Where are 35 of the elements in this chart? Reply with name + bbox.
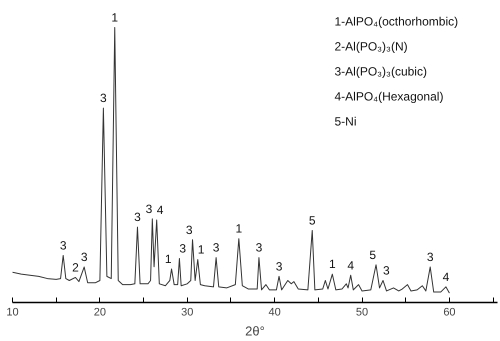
annotation: 1-AlPO₄(octhorhombic) [334, 14, 458, 28]
annotation: 4 [442, 270, 450, 284]
annotation: 3 [256, 240, 263, 255]
annotation: 3 [212, 240, 220, 255]
annotation: 2-Al(PO₃)₃(N) [334, 40, 408, 54]
annotation: 2 [72, 260, 80, 274]
annotation: 3 [179, 242, 186, 256]
annotation: 3 [186, 222, 193, 237]
x-tick-label: 30 [181, 306, 194, 318]
annotation: 1 [329, 257, 336, 272]
x-tick-label: 50 [356, 306, 368, 318]
annotation: 3 [146, 202, 153, 216]
x-tick-label: 10 [6, 306, 19, 318]
annotation: 5 [308, 213, 316, 228]
annotation: 4 [347, 258, 354, 272]
annotation: 3 [80, 250, 88, 264]
annotation: 3-Al(PO₃)₃(cubic) [334, 64, 427, 78]
annotation: 3 [134, 210, 142, 224]
x-tick-label: 20 [94, 306, 106, 318]
annotation: 3 [100, 91, 108, 106]
x-axis-title: 2θ° [245, 324, 265, 338]
annotation: 3 [276, 259, 283, 274]
annotation: 3 [426, 250, 434, 264]
annotation: 1 [111, 10, 118, 24]
annotation: 3 [383, 264, 390, 278]
x-tick-label: 60 [443, 306, 456, 318]
annotation: 1 [235, 222, 242, 236]
annotation: 1 [198, 242, 205, 257]
annotation: 1 [164, 252, 172, 266]
annotation: 5-Ni [334, 114, 357, 128]
annotation: 4 [156, 203, 164, 217]
annotation: 3 [60, 238, 67, 252]
annotation: 4-AlPO₄(Hexagonal) [334, 90, 444, 104]
annotation: 5 [369, 248, 376, 262]
x-tick-label: 40 [268, 306, 281, 318]
